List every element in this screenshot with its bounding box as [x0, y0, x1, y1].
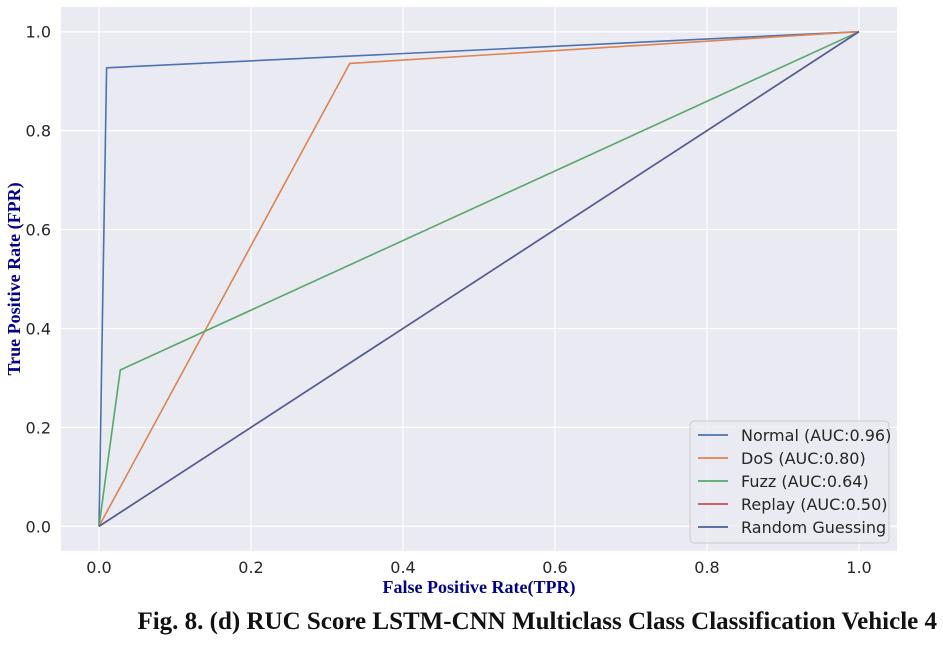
x-axis-label: False Positive Rate(TPR) [383, 577, 576, 598]
y-tick-label: 0.4 [26, 319, 51, 338]
legend-entry: Fuzz (AUC:0.64) [741, 472, 869, 491]
x-tick-label: 0.8 [694, 558, 719, 577]
legend-entry: Random Guessing [741, 518, 886, 537]
legend: Normal (AUC:0.96) DoS (AUC:0.80) Fuzz (AUC… [690, 421, 891, 543]
legend-entry: Replay (AUC:0.50) [741, 495, 888, 514]
y-tick-label: 0.8 [26, 122, 51, 141]
x-tick-label: 0.6 [542, 558, 567, 577]
y-axis-label: True Positive Rate (FPR) [4, 182, 25, 375]
x-tick-label: 0.0 [86, 558, 111, 577]
y-tick-label: 0.2 [26, 418, 51, 437]
legend-entry: Normal (AUC:0.96) [741, 426, 891, 445]
y-tick-label: 1.0 [26, 23, 51, 42]
y-tick-label: 0.0 [26, 517, 51, 536]
figure-caption: Fig. 8. (d) RUC Score LSTM-CNN Multiclas… [0, 608, 943, 636]
legend-entry: DoS (AUC:0.80) [741, 449, 866, 468]
x-tick-label: 0.2 [238, 558, 263, 577]
y-tick-label: 0.6 [26, 221, 51, 240]
roc-chart: 0.0 0.2 0.4 0.6 0.8 1.0 0.0 0.2 0.4 0.6 0.8 1.0 Fal… [0, 0, 943, 600]
x-tick-label: 0.4 [390, 558, 415, 577]
x-tick-label: 1.0 [846, 558, 871, 577]
